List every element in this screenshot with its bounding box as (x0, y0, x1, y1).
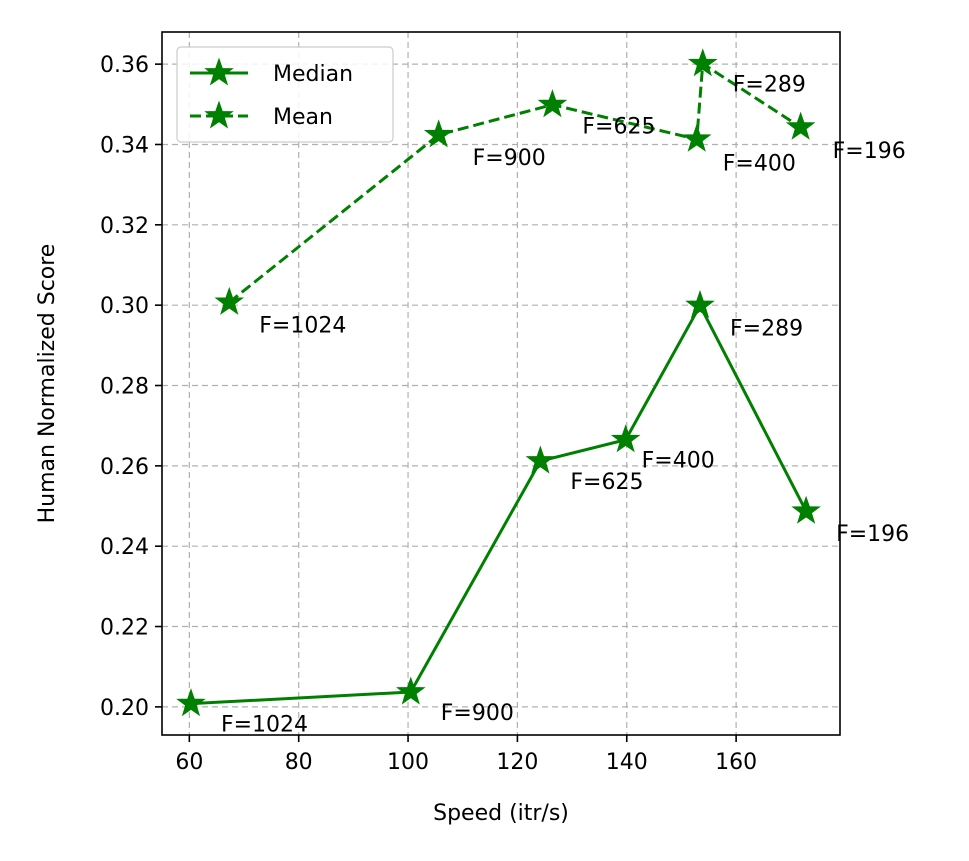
y-tick-label: 0.24 (100, 535, 149, 560)
series-line (190, 304, 808, 706)
point-labels: F=1024 F=900F=625F=400F=289F=196F=1024F=9… (221, 73, 909, 738)
legend-frame (176, 46, 394, 143)
point-label: F=196 (836, 522, 909, 547)
data-point-star (214, 286, 245, 315)
legend-entry-mean: Mean (190, 100, 333, 130)
point-label: F=289 (733, 73, 806, 98)
data-point-star (537, 89, 568, 118)
grid (162, 32, 840, 735)
point-label: F=289 (730, 317, 803, 342)
y-axis-title: Human Normalized Score (35, 244, 60, 524)
legend-entry-median: Median (190, 57, 353, 87)
point-label: F=900 (441, 701, 514, 726)
y-tick-label: 0.36 (100, 53, 149, 78)
data-point-star (525, 445, 556, 474)
x-tick-label: 140 (606, 750, 648, 775)
x-tick-label: 80 (285, 750, 313, 775)
data-point-star (176, 688, 206, 717)
legend-star (204, 100, 234, 129)
data-point-star (685, 290, 715, 319)
data-point-star (396, 676, 426, 705)
y-tick-label: 0.30 (100, 294, 149, 319)
series-mean (214, 48, 816, 315)
x-tick-label: 160 (715, 750, 757, 775)
series-median (176, 290, 821, 717)
legend-star (204, 57, 234, 86)
series-layer (176, 48, 821, 717)
point-label: F=900 (473, 146, 546, 171)
x-tick-label: 60 (175, 750, 203, 775)
plot-frame (161, 31, 841, 736)
y-tick-label: 0.20 (100, 696, 149, 721)
y-tick-label: 0.34 (100, 133, 149, 158)
y-tick-label: 0.26 (100, 455, 149, 480)
data-point-star (687, 48, 718, 77)
x-tick-label: 120 (496, 750, 538, 775)
point-label: F=625 (570, 470, 643, 495)
point-label: F=1024 (221, 713, 308, 738)
point-label: F=400 (723, 151, 796, 176)
series-line (228, 62, 802, 304)
data-point-star (610, 424, 641, 453)
x-tick-label: 100 (387, 750, 429, 775)
legend-label: Median (273, 62, 353, 87)
axis-ticks: 60 80 100 120 140 160 0.20 0.22 0.24 0.26 0.28 0.30… (100, 53, 757, 775)
point-label: F=196 (833, 139, 906, 164)
legend-label: Mean (273, 105, 333, 130)
y-tick-label: 0.22 (100, 616, 149, 641)
point-label: F=625 (582, 115, 655, 140)
data-point-star (791, 495, 821, 524)
point-label: F=1024 (259, 313, 346, 338)
legend: Median Mean (176, 46, 394, 143)
y-tick-label: 0.28 (100, 375, 149, 400)
point-label: F=400 (642, 449, 715, 474)
data-point-star (423, 119, 454, 148)
y-tick-label: 0.32 (100, 214, 149, 239)
x-axis-title: Speed (itr/s) (433, 801, 569, 826)
data-point-star (681, 123, 712, 152)
data-point-star (785, 111, 816, 140)
